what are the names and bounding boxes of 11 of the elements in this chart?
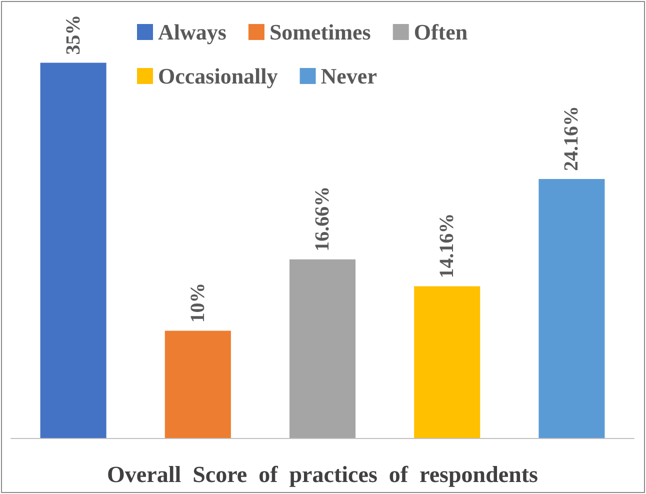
data-label: 14.16%	[436, 213, 458, 278]
data-label: 16.66%	[312, 186, 334, 252]
data-label: 24.16%	[560, 106, 583, 171]
legend-label: Never	[320, 64, 378, 88]
legend-label: Often	[414, 20, 468, 44]
x-axis-title: Overall Score of practices of respondents	[107, 462, 538, 487]
legend-label: Sometimes	[269, 20, 372, 44]
data-label: 10%	[186, 282, 209, 323]
legend-label: Always	[158, 20, 227, 44]
legend-label: Occasionally	[158, 64, 278, 88]
data-label: 35%	[62, 14, 84, 55]
